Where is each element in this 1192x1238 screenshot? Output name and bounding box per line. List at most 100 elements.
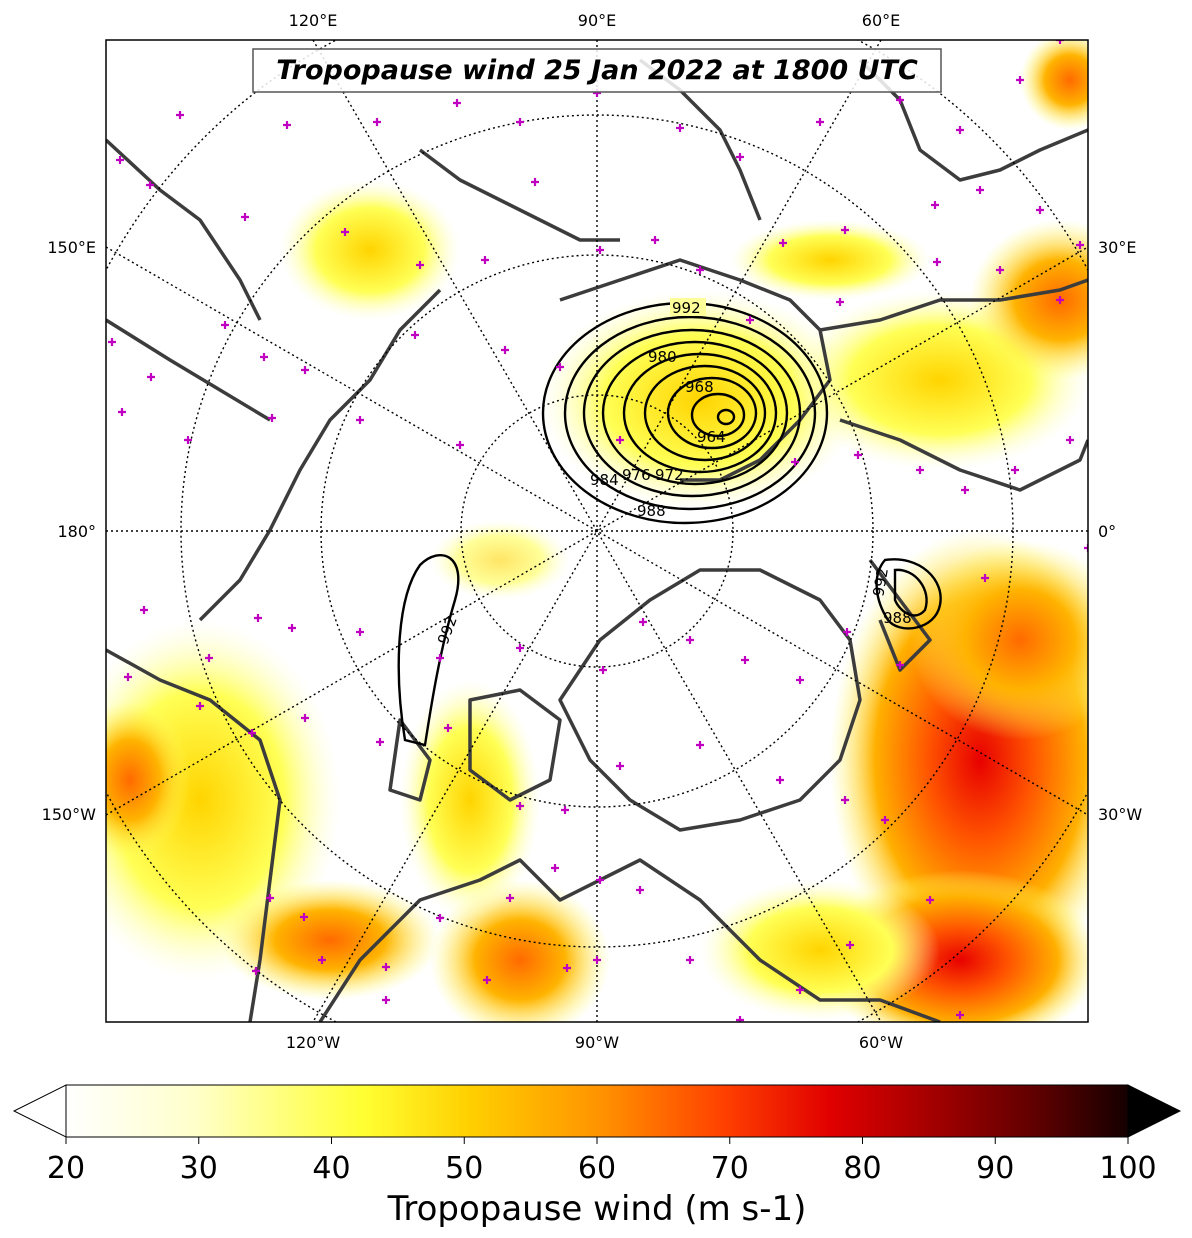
station-marker <box>252 967 260 975</box>
station-marker <box>1056 296 1064 304</box>
colorbar: 20 30 40 50 60 70 80 90 100 Tropopause wind (m s… <box>12 1084 1182 1229</box>
longitude-labels: 120°E 90°E 60°E 120°W 90°W 60°W 150°E 18… <box>42 11 1143 1052</box>
colorbar-bar <box>65 1084 1129 1138</box>
station-marker <box>1036 206 1044 214</box>
station-marker <box>561 806 569 814</box>
contour-label: 976 <box>622 466 651 484</box>
station-marker <box>260 353 268 361</box>
station-marker <box>1016 76 1024 84</box>
contour-label: 980 <box>648 348 677 366</box>
station-marker <box>288 624 296 632</box>
station-marker <box>596 246 604 254</box>
contour-label: 968 <box>685 378 714 396</box>
station-marker <box>639 618 647 626</box>
station-marker <box>1076 241 1084 249</box>
station-marker <box>836 298 844 306</box>
station-marker <box>382 996 390 1004</box>
coastlines <box>106 58 1088 1022</box>
station-marker <box>896 96 904 104</box>
station-marker <box>254 614 262 622</box>
station-marker <box>436 914 444 922</box>
lon-label-left: 150°E <box>47 238 96 257</box>
station-marker <box>416 261 424 269</box>
station-marker <box>841 796 849 804</box>
station-marker <box>956 126 964 134</box>
colorbar-tick-label: 50 <box>445 1151 483 1186</box>
station-marker <box>746 316 754 324</box>
colorbar-tick-label: 70 <box>711 1151 749 1186</box>
station-marker <box>147 373 155 381</box>
station-marker <box>563 964 571 972</box>
station-marker <box>516 118 524 126</box>
station-marker <box>184 436 192 444</box>
station-marker <box>696 266 704 274</box>
colorbar-tick-label: 40 <box>312 1151 350 1186</box>
station-marker <box>516 644 524 652</box>
lon-label-bottom: 60°W <box>859 1033 903 1052</box>
station-marker <box>118 408 126 416</box>
lon-label-bottom: 90°W <box>575 1033 619 1052</box>
station-marker <box>981 574 989 582</box>
station-marker <box>341 228 349 236</box>
station-marker <box>779 239 787 247</box>
station-marker <box>318 956 326 964</box>
station-marker <box>696 741 704 749</box>
station-marker <box>881 816 889 824</box>
station-marker <box>796 986 804 994</box>
colorbar-tick-label: 60 <box>578 1151 616 1186</box>
lon-label-right: 30°W <box>1098 805 1142 824</box>
station-marker <box>205 654 213 662</box>
station-marker <box>996 266 1004 274</box>
lon-label-top: 90°E <box>578 11 616 30</box>
lon-label-top: 60°E <box>862 11 900 30</box>
colorbar-tick-label: 90 <box>976 1151 1014 1186</box>
station-marker <box>248 729 256 737</box>
station-marker <box>501 346 509 354</box>
station-marker <box>551 864 559 872</box>
station-marker <box>453 99 461 107</box>
station-marker <box>741 656 749 664</box>
station-marker <box>356 628 364 636</box>
station-marker <box>841 226 849 234</box>
colorbar-tick-label: 20 <box>47 1151 85 1186</box>
graticule <box>106 40 1088 1022</box>
station-markers <box>108 40 1088 1022</box>
station-marker <box>599 666 607 674</box>
contour-label: 988 <box>637 502 666 520</box>
lon-label-right: 30°E <box>1098 238 1136 257</box>
contour-label: 992 <box>869 566 892 597</box>
colorbar-tick-label: 80 <box>843 1151 881 1186</box>
station-marker <box>516 802 524 810</box>
station-marker <box>956 1011 964 1019</box>
station-marker <box>796 676 804 684</box>
contour-label: 964 <box>697 428 726 446</box>
station-marker <box>301 366 309 374</box>
station-marker <box>268 414 276 422</box>
station-marker <box>931 201 939 209</box>
station-marker <box>124 673 132 681</box>
station-marker <box>382 963 390 971</box>
station-marker <box>300 913 308 921</box>
station-marker <box>444 724 452 732</box>
contour-label: 984 <box>590 471 619 489</box>
map-panel: 992 980 968 964 976 972 984 988 992 988 … <box>106 40 1088 1022</box>
station-marker <box>616 436 624 444</box>
station-marker <box>1084 544 1088 552</box>
station-marker <box>1066 436 1074 444</box>
station-marker <box>481 256 489 264</box>
colorbar-tick-label: 30 <box>180 1151 218 1186</box>
colorbar-extend-low <box>12 1084 67 1138</box>
station-marker <box>266 894 274 902</box>
station-marker <box>221 321 229 329</box>
station-marker <box>376 738 384 746</box>
station-marker <box>846 941 854 949</box>
lon-label-right: 0° <box>1098 522 1116 541</box>
station-marker <box>676 124 684 132</box>
station-marker <box>736 153 744 161</box>
station-marker <box>636 886 644 894</box>
station-marker <box>411 331 419 339</box>
colorbar-extend-high <box>1127 1084 1182 1138</box>
station-marker <box>651 236 659 244</box>
lon-label-left: 180° <box>57 522 96 541</box>
station-marker <box>356 416 364 424</box>
